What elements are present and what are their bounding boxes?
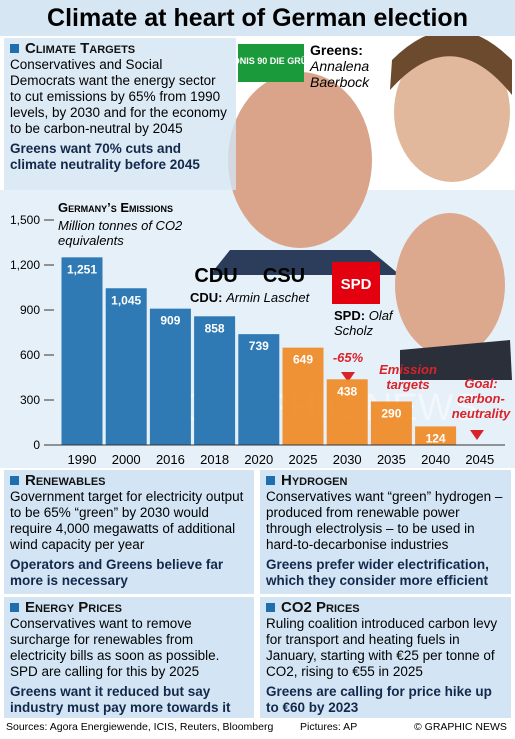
body: Government target for electricity output…	[10, 489, 244, 552]
heading: Hydrogen	[266, 473, 505, 489]
x-tick-label: 2018	[200, 452, 229, 467]
party: SPD:	[334, 308, 366, 323]
bar	[370, 401, 412, 445]
value-label: 858	[205, 321, 225, 335]
heading: Renewables	[10, 473, 248, 489]
value-label: 124	[426, 431, 446, 445]
x-tick-label: 2020	[244, 452, 273, 467]
section-box: Hydrogen Conservatives want “green” hydro…	[260, 470, 511, 594]
body: Conservatives and Social Democrats want …	[10, 57, 227, 136]
label: CDU: Armin Laschet	[190, 290, 309, 305]
logo: CSU	[263, 265, 305, 287]
greens-logo-bg	[238, 44, 304, 82]
body: Conservatives want to remove surcharge f…	[10, 616, 220, 679]
bar	[415, 426, 457, 445]
bar	[105, 288, 147, 445]
highlight: Greens prefer wider electrification, whi…	[266, 557, 489, 588]
x-tick-label: 2030	[333, 452, 362, 467]
chart-subtitle: Million tonnes of CO2 equivalents	[58, 218, 183, 248]
bar	[326, 379, 368, 445]
value-label: 290	[381, 407, 401, 421]
value-label: 1,045	[111, 293, 141, 307]
x-tick-label: 2035	[377, 452, 406, 467]
body: Ruling coalition introduced carbon levy …	[266, 616, 498, 679]
x-tick-label: 2045	[465, 452, 494, 467]
y-tick-label: 0	[33, 438, 40, 452]
party: CDU:	[190, 290, 223, 305]
credit: © GRAPHIC NEWS	[414, 721, 507, 733]
x-tick-label: 2040	[421, 452, 450, 467]
section-box: Energy Prices Conservatives want to remov…	[4, 597, 254, 718]
heading: Climate Targets	[10, 41, 230, 57]
party: Greens:	[310, 42, 363, 58]
x-tick-label: 2016	[156, 452, 185, 467]
annotation: -65%	[332, 350, 364, 365]
heading: Energy Prices	[10, 600, 248, 616]
pictures: Pictures: AP	[300, 721, 358, 733]
bar	[194, 316, 236, 445]
sources: Sources: Agora Energiewende, ICIS, Reute…	[6, 721, 274, 733]
annotation: Goal: carbon-neutrality	[451, 376, 511, 421]
y-tick-label: 900	[20, 303, 40, 317]
heading: CO2 Prices	[266, 600, 505, 616]
x-tick-label: 2025	[289, 452, 318, 467]
highlight: Greens want it reduced but say industry …	[10, 684, 231, 715]
y-tick-label: 1,200	[10, 258, 40, 272]
x-tick-label: 2000	[112, 452, 141, 467]
highlight: Operators and Greens believe far more is…	[10, 557, 224, 588]
photo-baerbock	[394, 42, 510, 182]
label: Greens: Annalena Baerbock	[310, 42, 400, 90]
value-label: 909	[160, 314, 180, 328]
y-tick-label: 600	[20, 348, 40, 362]
y-tick-label: 300	[20, 393, 40, 407]
highlight: Greens want 70% cuts and climate neutral…	[10, 141, 200, 172]
spd-logo-bg	[332, 262, 380, 304]
hair	[390, 30, 512, 95]
logo: BÜNDNIS 90 DIE GRÜNEN	[214, 56, 327, 66]
label: SPD: Olaf Scholz	[334, 308, 394, 338]
title: Climate at heart of German election	[0, 0, 515, 36]
value-label: 739	[249, 339, 269, 353]
photo-laschet	[228, 72, 372, 248]
section-box: Renewables Government target for electric…	[4, 470, 254, 594]
logo: CDU	[194, 265, 237, 287]
chart-title: Germany’s Emissions	[58, 200, 173, 215]
x-tick-label: 1990	[68, 452, 97, 467]
suit	[400, 340, 512, 380]
bar	[61, 257, 103, 445]
annotation: Emission targets	[379, 362, 437, 392]
name: Armin Laschet	[226, 290, 310, 305]
body: Conservatives want “green” hydrogen – pr…	[266, 489, 503, 552]
highlight: Greens are calling for price hike up to …	[266, 684, 492, 715]
bar	[238, 334, 280, 445]
bar	[149, 308, 191, 445]
section-box: CO2 Prices Ruling coalition introduced ca…	[260, 597, 511, 718]
value-label: 438	[337, 384, 357, 398]
photo-scholz	[395, 213, 505, 357]
bar	[282, 347, 324, 445]
logo: SPD	[341, 276, 372, 293]
climate-box: Climate Targets Conservatives and Social…	[4, 38, 236, 190]
y-tick-label: 1,500	[10, 213, 40, 227]
value-label: 1,251	[67, 262, 97, 276]
value-label: 649	[293, 353, 313, 367]
name: Annalena Baerbock	[310, 58, 370, 90]
name: Olaf Scholz	[334, 308, 393, 338]
